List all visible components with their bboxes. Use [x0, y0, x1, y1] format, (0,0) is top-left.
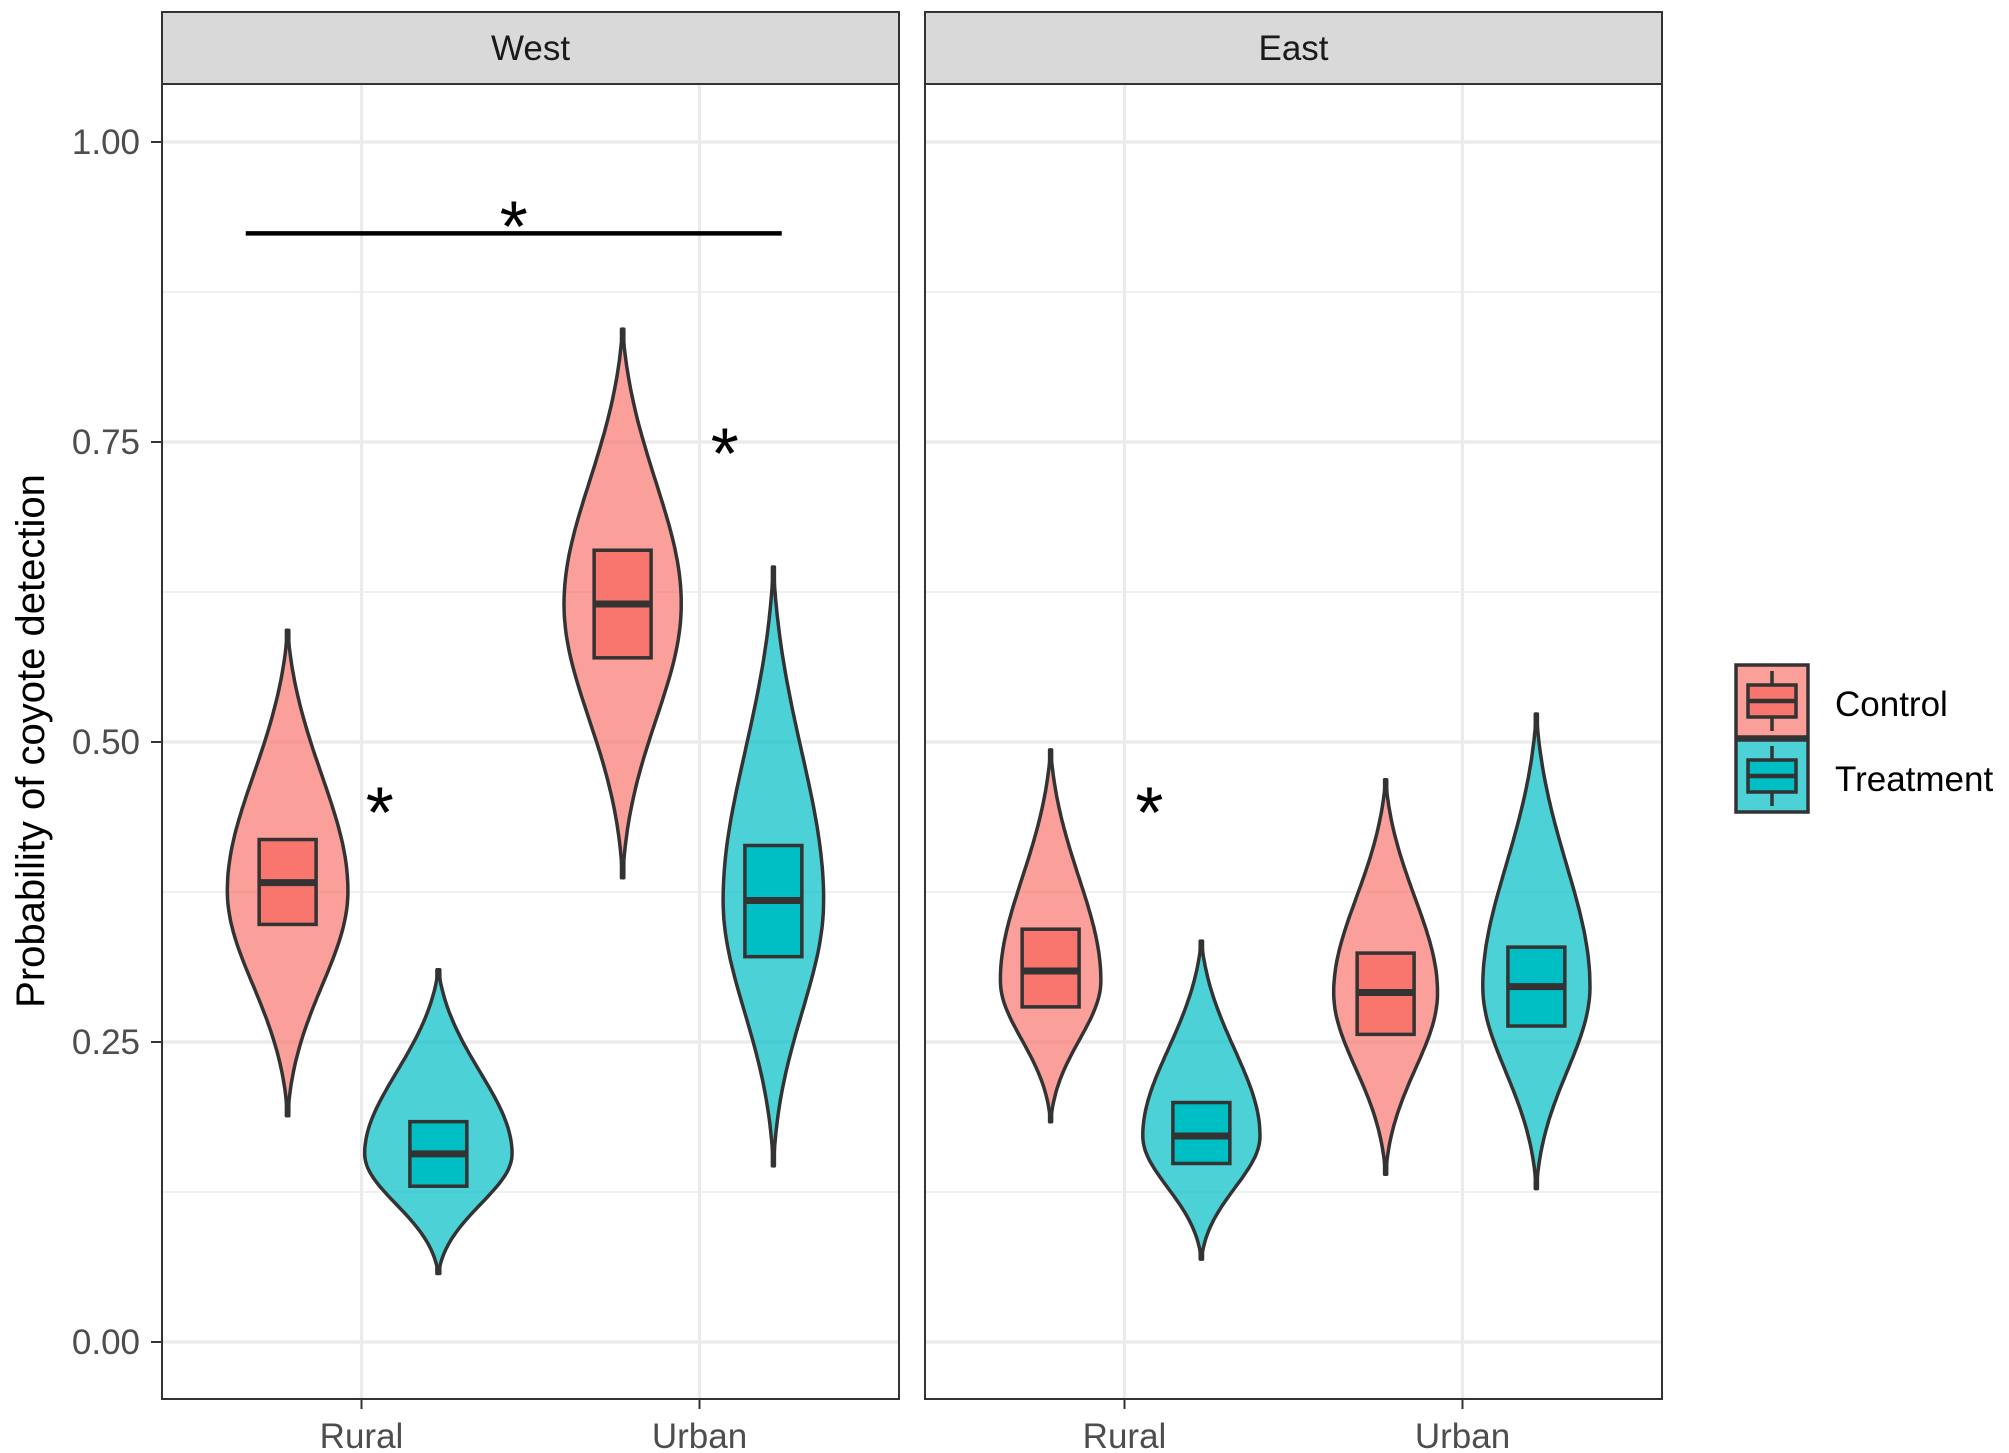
annotations-west: * * * [245, 188, 782, 853]
significance-star-east-0: * [1135, 773, 1163, 853]
violin-marks-west [225, 327, 826, 1276]
y-axis-title: Probability of coyote detection [9, 474, 53, 1008]
annotations-east: * [1135, 773, 1163, 853]
y-axis: 0.00 0.25 0.50 0.75 1.00 [72, 123, 162, 1362]
y-tick-label-025: 0.25 [72, 1023, 140, 1062]
significance-star-west-0: * [366, 773, 394, 853]
significance-star-west-1: * [711, 415, 739, 495]
x-tick-label-east-rural: Rural [1083, 1417, 1167, 1453]
facet-strip-label-east: East [1258, 29, 1328, 68]
panel-border-east [924, 83, 1663, 1400]
facet-strip-label-west: West [491, 29, 570, 68]
facet-strip-east [924, 11, 1663, 85]
facet-panel-east: East * Rural Urban [924, 11, 1663, 1453]
legend-label-treatment: Treatment [1835, 760, 1993, 799]
legend: Control Treatment [1734, 663, 1993, 814]
violin-marks-east [998, 712, 1592, 1261]
y-tick-label-050: 0.50 [72, 723, 140, 762]
facet-panel-west: West * * * Rural Urban [161, 11, 900, 1453]
legend-key-control [1734, 663, 1810, 739]
x-tick-label-west-rural: Rural [320, 1417, 404, 1453]
y-tick-label-000: 0.00 [72, 1323, 140, 1362]
y-tick-label-075: 0.75 [72, 423, 140, 462]
violin-east-rural-treatment [1141, 939, 1262, 1261]
x-tick-label-east-urban: Urban [1415, 1417, 1510, 1453]
y-tick-label-100: 1.00 [72, 123, 140, 162]
legend-key-treatment [1734, 738, 1810, 814]
legend-label-control: Control [1835, 685, 1948, 724]
significance-star-bracket-west: * [500, 188, 528, 268]
x-tick-label-west-urban: Urban [652, 1417, 747, 1453]
facet-strip-west [161, 11, 900, 85]
